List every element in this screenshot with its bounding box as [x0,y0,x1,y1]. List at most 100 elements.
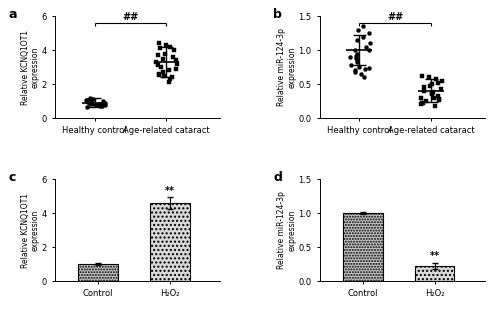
Point [353,58,361,63]
Point [350,47,358,53]
Point [353,60,361,65]
Point [366,41,374,46]
Point [351,68,359,73]
Point [422,99,430,104]
Point [365,31,373,36]
Point [432,76,440,81]
Point [172,66,180,71]
Point [428,92,436,97]
Text: ##: ## [122,12,138,22]
Point [159,69,167,75]
Point [428,90,436,96]
Point [428,81,436,87]
Point [360,75,368,80]
Point [100,100,108,105]
Text: b: b [274,8,282,21]
Point [86,99,94,104]
Point [418,100,426,106]
Point [420,88,428,93]
Bar [150,203,190,281]
Point [361,67,369,72]
Point [82,104,90,109]
Point [166,76,174,81]
Point [426,75,434,80]
Point [434,80,442,85]
Point [168,75,175,80]
Point [156,71,164,77]
Point [366,66,374,71]
Point [83,98,91,103]
Bar [415,266,455,281]
Y-axis label: Relative KCNQ1OT1
expression: Relative KCNQ1OT1 expression [20,30,40,105]
Point [437,87,445,92]
Y-axis label: Relative miR-124-3p
expression: Relative miR-124-3p expression [278,191,297,269]
Text: **: ** [165,186,175,196]
Point [160,51,168,56]
Point [87,99,95,104]
Point [435,97,443,102]
Point [351,69,359,74]
Text: ##: ## [387,12,403,22]
Point [93,102,101,107]
Text: **: ** [430,251,440,261]
Point [419,100,427,106]
Point [84,98,92,103]
Bar [78,264,118,281]
Point [158,65,166,70]
Point [156,41,164,46]
Point [98,104,106,109]
Point [170,54,177,59]
Point [353,51,361,56]
Point [100,103,108,108]
Point [166,68,173,73]
Point [165,80,173,85]
Point [154,63,162,68]
Point [156,46,164,51]
Point [160,56,168,61]
Point [359,24,367,29]
Bar [343,213,382,281]
Point [417,102,425,107]
Point [96,103,104,109]
Point [152,59,160,65]
Y-axis label: Relative miR-124-3p
expression: Relative miR-124-3p expression [278,28,297,106]
Point [416,95,424,100]
Point [362,44,370,49]
Point [426,84,434,89]
Point [420,85,428,90]
Point [360,34,368,39]
Point [166,44,174,49]
Point [354,27,362,32]
Point [173,61,181,66]
Point [160,73,168,78]
Point [352,56,360,61]
Point [86,96,94,101]
Point [82,97,90,102]
Point [87,99,95,104]
Point [354,37,362,43]
Point [96,101,104,106]
Point [356,71,364,77]
Point [86,101,94,106]
Point [436,97,444,102]
Point [430,95,438,100]
Point [101,100,109,105]
Point [154,53,162,58]
Text: d: d [274,171,282,184]
Y-axis label: Relative KCNQ1OT1
expression: Relative KCNQ1OT1 expression [20,193,40,267]
Point [364,47,372,53]
Point [90,102,98,107]
Point [431,103,439,109]
Point [84,99,92,104]
Text: a: a [8,8,17,21]
Point [84,100,92,105]
Point [88,97,96,102]
Point [82,98,90,103]
Point [438,78,446,83]
Point [100,99,108,104]
Point [434,94,442,99]
Point [156,72,164,77]
Point [170,47,178,53]
Point [346,54,354,59]
Point [418,73,426,78]
